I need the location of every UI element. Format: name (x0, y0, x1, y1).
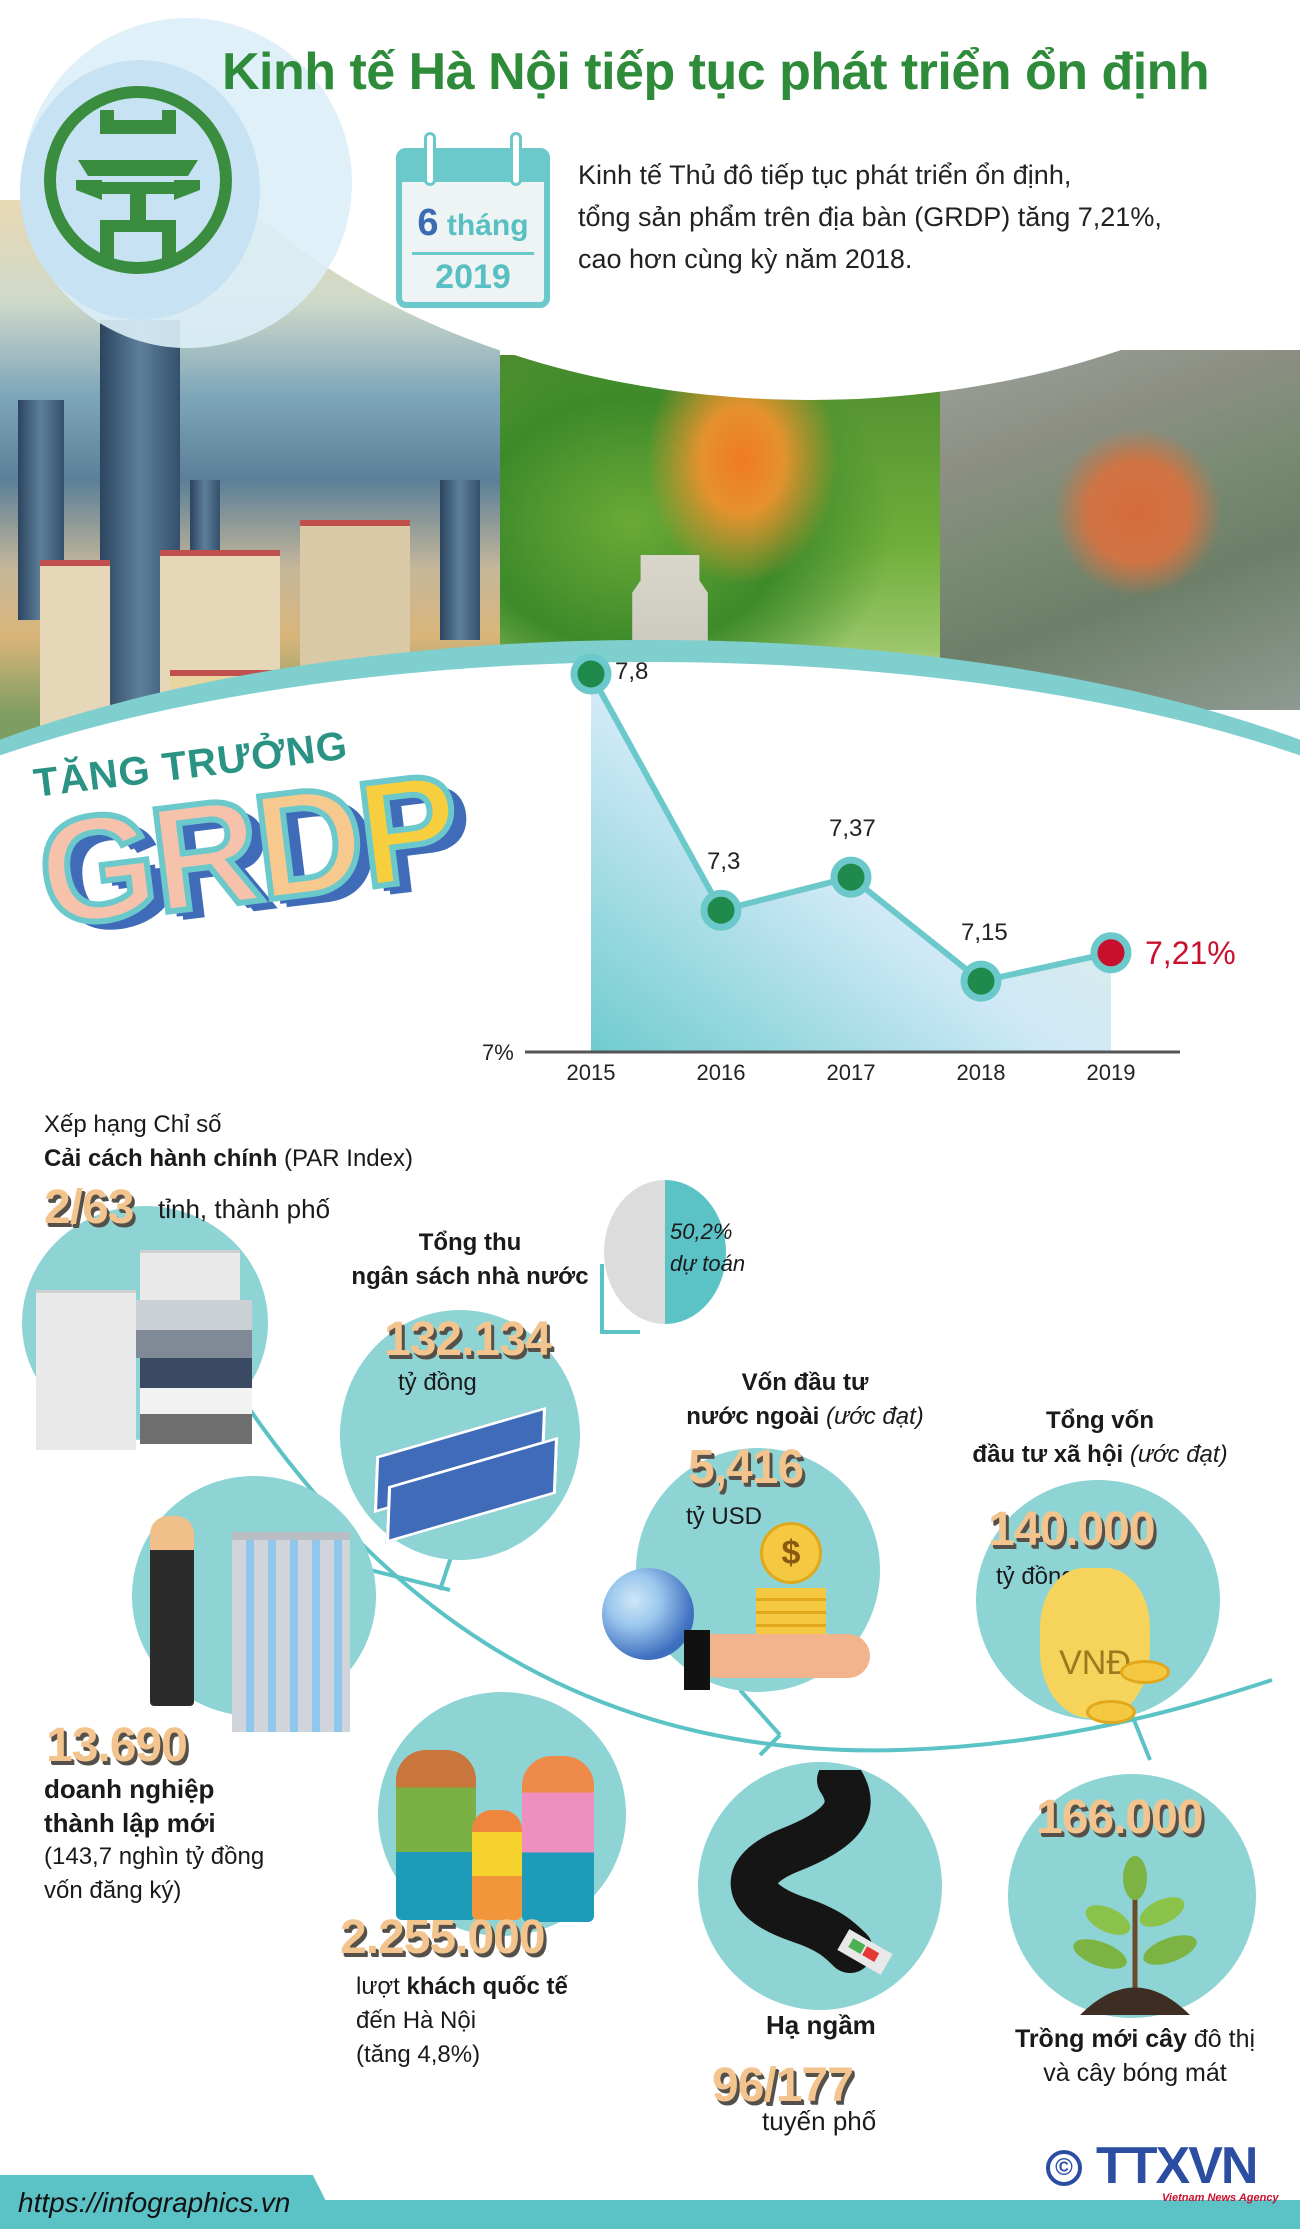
intro-text: Kinh tế Thủ đô tiếp tục phát triển ổn đị… (578, 160, 1162, 274)
x-axis-tick-label: 2017 (826, 1060, 876, 1085)
chart-data-point (1090, 932, 1132, 974)
underground-unit: tuyến phố (762, 2106, 877, 2136)
underground-title: Hạ ngầm (766, 2010, 876, 2040)
aerial-city-photo (940, 350, 1300, 710)
chart-data-point (830, 856, 872, 898)
footer-url-link[interactable]: https://infographics.vn (18, 2187, 291, 2218)
header-photo-band (0, 0, 1300, 780)
ttxvn-logo: TTXVN (1096, 2137, 1258, 2195)
businessman-icon (150, 1516, 194, 1706)
par-index-unit: tỉnh, thành phố (158, 1194, 331, 1224)
social-investment-title: Tổng vốn đầu tư xã hội (ước đạt) (972, 1407, 1228, 1468)
x-axis-tick-label: 2016 (696, 1060, 746, 1085)
underground-value: 96/177 (712, 2059, 854, 2112)
hand-icon (690, 1634, 870, 1678)
chart-point-label: 7,8 (615, 658, 649, 685)
chart-data-point (570, 653, 612, 695)
chart-data-point (960, 960, 1002, 1002)
chart-data-point (700, 889, 742, 931)
hanoi-emblem-icon (44, 86, 232, 274)
chart-point-label: 7,37 (829, 815, 876, 843)
tourists-value: 2.255.000 (340, 1911, 546, 1964)
travelers-icon (396, 1750, 476, 1920)
x-axis-tick-label: 2015 (566, 1060, 616, 1085)
agency-subtitle: Vietnam News Agency (1162, 2192, 1279, 2204)
budget-unit: tỷ đồng (398, 1369, 477, 1396)
budget-pie-chart (604, 1180, 726, 1324)
chart-point-label: 7,15 (961, 919, 1008, 947)
x-axis-tick-label: 2018 (956, 1060, 1006, 1085)
budget-pie-label: 50,2% dự toán (670, 1219, 746, 1276)
calendar-icon: 6 tháng 2019 (396, 132, 550, 308)
x-axis-tick-label: 2019 (1086, 1060, 1136, 1085)
office-building-icon (232, 1532, 350, 1732)
trees-value: 166.000 (1036, 1791, 1204, 1844)
copyright-icon: © (1046, 2150, 1082, 2186)
par-index-title: Cải cách hành chính (PAR Index) (44, 1145, 413, 1172)
fdi-title: Vốn đầu tư nước ngoài (ước đạt) (686, 1369, 924, 1430)
money-bag-icon: VNĐ (1040, 1568, 1150, 1718)
grdp-line-chart (525, 653, 1180, 1054)
enterprises-value: 13.690 (46, 1719, 188, 1772)
globe-icon (602, 1568, 694, 1660)
social-investment-value: 140.000 (988, 1503, 1156, 1556)
dollar-coin-icon: $ (760, 1522, 822, 1584)
fdi-value: 5,416 (688, 1441, 804, 1494)
calendar-month: 6 tháng (417, 202, 529, 244)
coins-icon (1120, 1660, 1170, 1684)
documents-icon (36, 1290, 136, 1450)
par-index-value: 2/63 (44, 1181, 134, 1234)
y-baseline-label: 7% (482, 1040, 514, 1065)
calendar-year: 2019 (435, 258, 511, 296)
page-title: Kinh tế Hà Nội tiếp tục phát triển ổn đị… (222, 43, 1210, 101)
sapling-icon (1073, 1856, 1197, 2015)
chart-point-label: 7,21% (1145, 934, 1236, 971)
trees-label: Trồng mới cây đô thị và cây bóng mát (1014, 2025, 1256, 2087)
par-index-label: Xếp hạng Chỉ số (44, 1111, 222, 1138)
fdi-unit: tỷ USD (686, 1503, 763, 1530)
budget-value: 132.134 (384, 1313, 552, 1366)
enterprises-label: doanh nghiệp thành lập mới (44, 1774, 216, 1838)
cable-icon (730, 1770, 893, 1975)
chart-point-label: 7,3 (707, 848, 741, 876)
budget-title: Tổng thu ngân sách nhà nước (351, 1229, 589, 1290)
tourists-label: lượt khách quốc tế đến Hà Nội (tăng 4,8%… (356, 1973, 568, 2068)
enterprises-note: (143,7 nghìn tỷ đồng vốn đăng ký) (44, 1843, 265, 1904)
